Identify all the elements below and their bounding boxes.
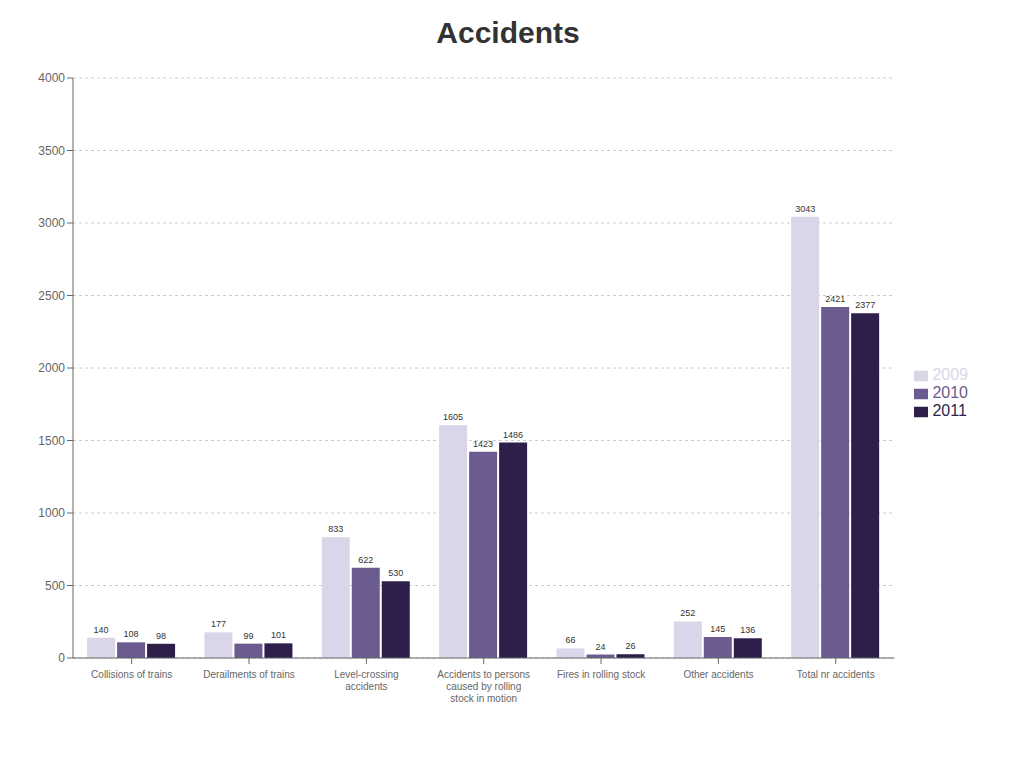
svg-text:Level-crossingaccidents: Level-crossingaccidents	[334, 669, 398, 692]
html-text:2010: 2010	[932, 384, 968, 401]
svg-text:1423: 1423	[473, 439, 493, 449]
svg-text:1486: 1486	[503, 430, 523, 440]
svg-text:99: 99	[243, 631, 253, 641]
svg-text:Fires in rolling stock: Fires in rolling stock	[557, 669, 646, 680]
svg-text:177: 177	[211, 619, 226, 629]
svg-text:136: 136	[740, 625, 755, 635]
svg-text:101: 101	[271, 630, 286, 640]
svg-text:98: 98	[156, 631, 166, 641]
svg-text:66: 66	[565, 635, 575, 645]
svg-text:622: 622	[358, 555, 373, 565]
svg-text:145: 145	[710, 624, 725, 634]
svg-text:833: 833	[328, 524, 343, 534]
svg-text:3043: 3043	[795, 204, 815, 214]
svg-text:26: 26	[625, 641, 635, 651]
svg-text:0: 0	[58, 651, 65, 665]
svg-text:4000: 4000	[38, 71, 65, 85]
svg-text:2377: 2377	[855, 300, 875, 310]
svg-text:24: 24	[595, 642, 605, 652]
svg-text:1000: 1000	[38, 506, 65, 520]
svg-text:140: 140	[94, 625, 109, 635]
svg-text:Total nr accidents: Total nr accidents	[797, 669, 875, 680]
svg-text:252: 252	[680, 608, 695, 618]
svg-text:2000: 2000	[38, 361, 65, 375]
svg-text:Derailments of trains: Derailments of trains	[203, 669, 295, 680]
html-text:Accidents: Accidents	[436, 16, 580, 49]
svg-text:3500: 3500	[38, 144, 65, 158]
svg-text:530: 530	[388, 568, 403, 578]
svg-text:500: 500	[45, 579, 65, 593]
html-text:2011: 2011	[932, 402, 967, 419]
svg-text:1605: 1605	[443, 412, 463, 422]
svg-text:2421: 2421	[825, 294, 845, 304]
svg-text:108: 108	[124, 629, 139, 639]
svg-text:1500: 1500	[38, 434, 65, 448]
svg-text:Accidents to personscaused by: Accidents to personscaused by rollingsto…	[437, 669, 530, 704]
html-text:2009: 2009	[932, 366, 968, 383]
svg-text:3000: 3000	[38, 216, 65, 230]
svg-text:2500: 2500	[38, 289, 65, 303]
svg-text:Other accidents: Other accidents	[683, 669, 753, 680]
svg-text:Collisions of trains: Collisions of trains	[91, 669, 172, 680]
